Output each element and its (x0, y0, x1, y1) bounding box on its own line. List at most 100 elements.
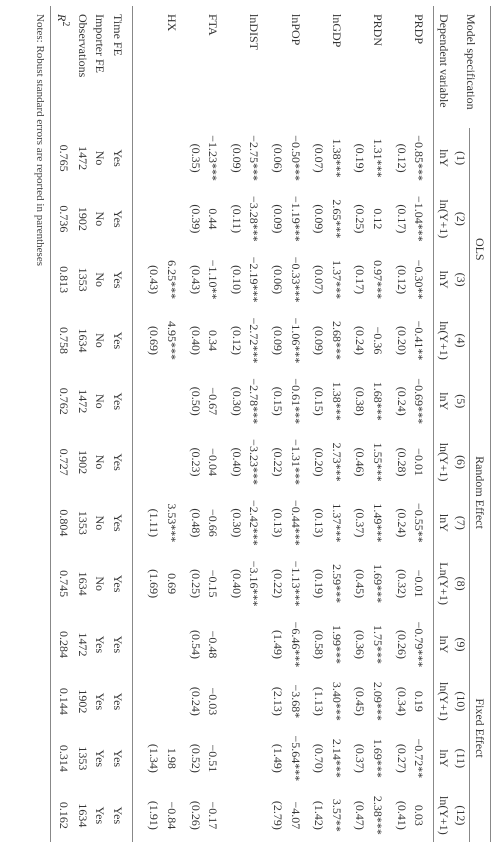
row-FTA: FTA (204, 6, 222, 128)
cell-est: 1.69*** (368, 553, 386, 614)
cell-se: (0.12) (392, 128, 410, 189)
footer-cell: 1472 (73, 128, 91, 189)
cell-est (163, 432, 181, 493)
cell-est: −0.33*** (286, 249, 304, 310)
cell-se (227, 728, 245, 789)
cell-est: 1.38*** (327, 371, 345, 432)
footer-cell: 0.813 (53, 249, 74, 310)
footer-cell: 0.765 (53, 128, 74, 189)
col-num-10: (10) (452, 675, 470, 728)
cell-est (245, 675, 263, 728)
footer-cell: 1902 (73, 675, 91, 728)
cell-est: 1.55*** (368, 432, 386, 493)
depvar-6: ln(Y+1) (434, 432, 452, 493)
row-PRDN: PRDN (368, 6, 386, 128)
footer-cell: Yes (91, 728, 109, 789)
cell-se: (0.13) (268, 492, 286, 553)
cell-se: (0.48) (186, 492, 204, 553)
cell-se: (0.15) (268, 371, 286, 432)
cell-est: −0.69*** (410, 371, 428, 432)
cell-est (245, 728, 263, 789)
cell-est: −2.19*** (245, 249, 263, 310)
footer-cell: 0.727 (53, 432, 74, 493)
cell-est: 1.38*** (327, 128, 345, 189)
cell-se (145, 188, 163, 249)
cell-est: 1.37*** (327, 492, 345, 553)
col-num-12: (12) (452, 789, 470, 842)
footer-cell: Yes (108, 492, 126, 553)
cell-se: (0.69) (145, 310, 163, 371)
cell-se: (0.09) (310, 188, 328, 249)
footer-cell: 0.736 (53, 188, 74, 249)
row-HX: HX (163, 6, 181, 128)
cell-est: −1.31*** (286, 432, 304, 493)
cell-est: −0.01 (410, 553, 428, 614)
cell-se: (0.06) (268, 128, 286, 189)
cell-se (227, 675, 245, 728)
row-lnDIST: lnDIST (245, 6, 263, 128)
cell-se: (0.58) (310, 614, 328, 675)
cell-se: (0.12) (227, 310, 245, 371)
table-notes: Notes: Robust standard errors are report… (34, 6, 50, 842)
cell-est: 1.49*** (368, 492, 386, 553)
depvar-2: ln(Y+1) (434, 188, 452, 249)
footer-cell: No (91, 371, 109, 432)
cell-est: 6.25*** (163, 249, 181, 310)
cell-est: 1.68*** (368, 371, 386, 432)
cell-se: (0.43) (145, 249, 163, 310)
depvar-4: ln(Y+1) (434, 310, 452, 371)
footer-cell: 0.314 (53, 728, 74, 789)
depvar-9: lnY (434, 614, 452, 675)
row-PRDP: PRDP (410, 6, 428, 128)
cell-est: −0.79*** (410, 614, 428, 675)
col-num-11: (11) (452, 728, 470, 789)
footer-cell: Yes (108, 188, 126, 249)
cell-se: (0.11) (227, 188, 245, 249)
cell-se: (0.70) (310, 728, 328, 789)
cell-se: (1.69) (145, 553, 163, 614)
cell-se: (0.12) (392, 249, 410, 310)
depvar-1: lnY (434, 128, 452, 189)
footer-cell: 1472 (73, 371, 91, 432)
cell-se: (1.13) (310, 675, 328, 728)
col-num-1: (1) (452, 128, 470, 189)
cell-est: −0.17 (204, 789, 222, 842)
cell-se: (0.35) (186, 128, 204, 189)
cell-se (227, 614, 245, 675)
cell-se: (0.17) (351, 249, 369, 310)
footer-cell: 0.758 (53, 310, 74, 371)
cell-se: (1.11) (145, 492, 163, 553)
cell-est (245, 789, 263, 842)
cell-est: −0.30** (410, 249, 428, 310)
footer-cell: Yes (108, 789, 126, 842)
cell-est: 1.75*** (368, 614, 386, 675)
col-num-4: (4) (452, 310, 470, 371)
col-num-2: (2) (452, 188, 470, 249)
footer-cell: Yes (108, 128, 126, 189)
cell-se: (0.24) (351, 310, 369, 371)
cell-se: (1.91) (145, 789, 163, 842)
cell-se: (0.24) (186, 675, 204, 728)
col-num-8: (8) (452, 553, 470, 614)
cell-est (163, 614, 181, 675)
cell-est (163, 371, 181, 432)
footer-cell: Yes (91, 789, 109, 842)
cell-est: 0.34 (204, 310, 222, 371)
cell-se (145, 371, 163, 432)
footer-cell: No (91, 432, 109, 493)
cell-se: (0.09) (268, 188, 286, 249)
cell-se: (0.40) (186, 310, 204, 371)
cell-est: 3.53*** (163, 492, 181, 553)
depvar-12: ln(Y+1) (434, 789, 452, 842)
cell-se (145, 432, 163, 493)
cell-est: −2.78*** (245, 371, 263, 432)
footer-cell: 1472 (73, 614, 91, 675)
cell-est: −2.42*** (245, 492, 263, 553)
cell-se: (0.37) (351, 492, 369, 553)
cell-se: (0.19) (351, 128, 369, 189)
footer-cell: 1634 (73, 789, 91, 842)
cell-se: (0.09) (268, 310, 286, 371)
cell-se: (0.41) (392, 789, 410, 842)
cell-est: −0.84 (163, 789, 181, 842)
footer-cell: No (91, 188, 109, 249)
